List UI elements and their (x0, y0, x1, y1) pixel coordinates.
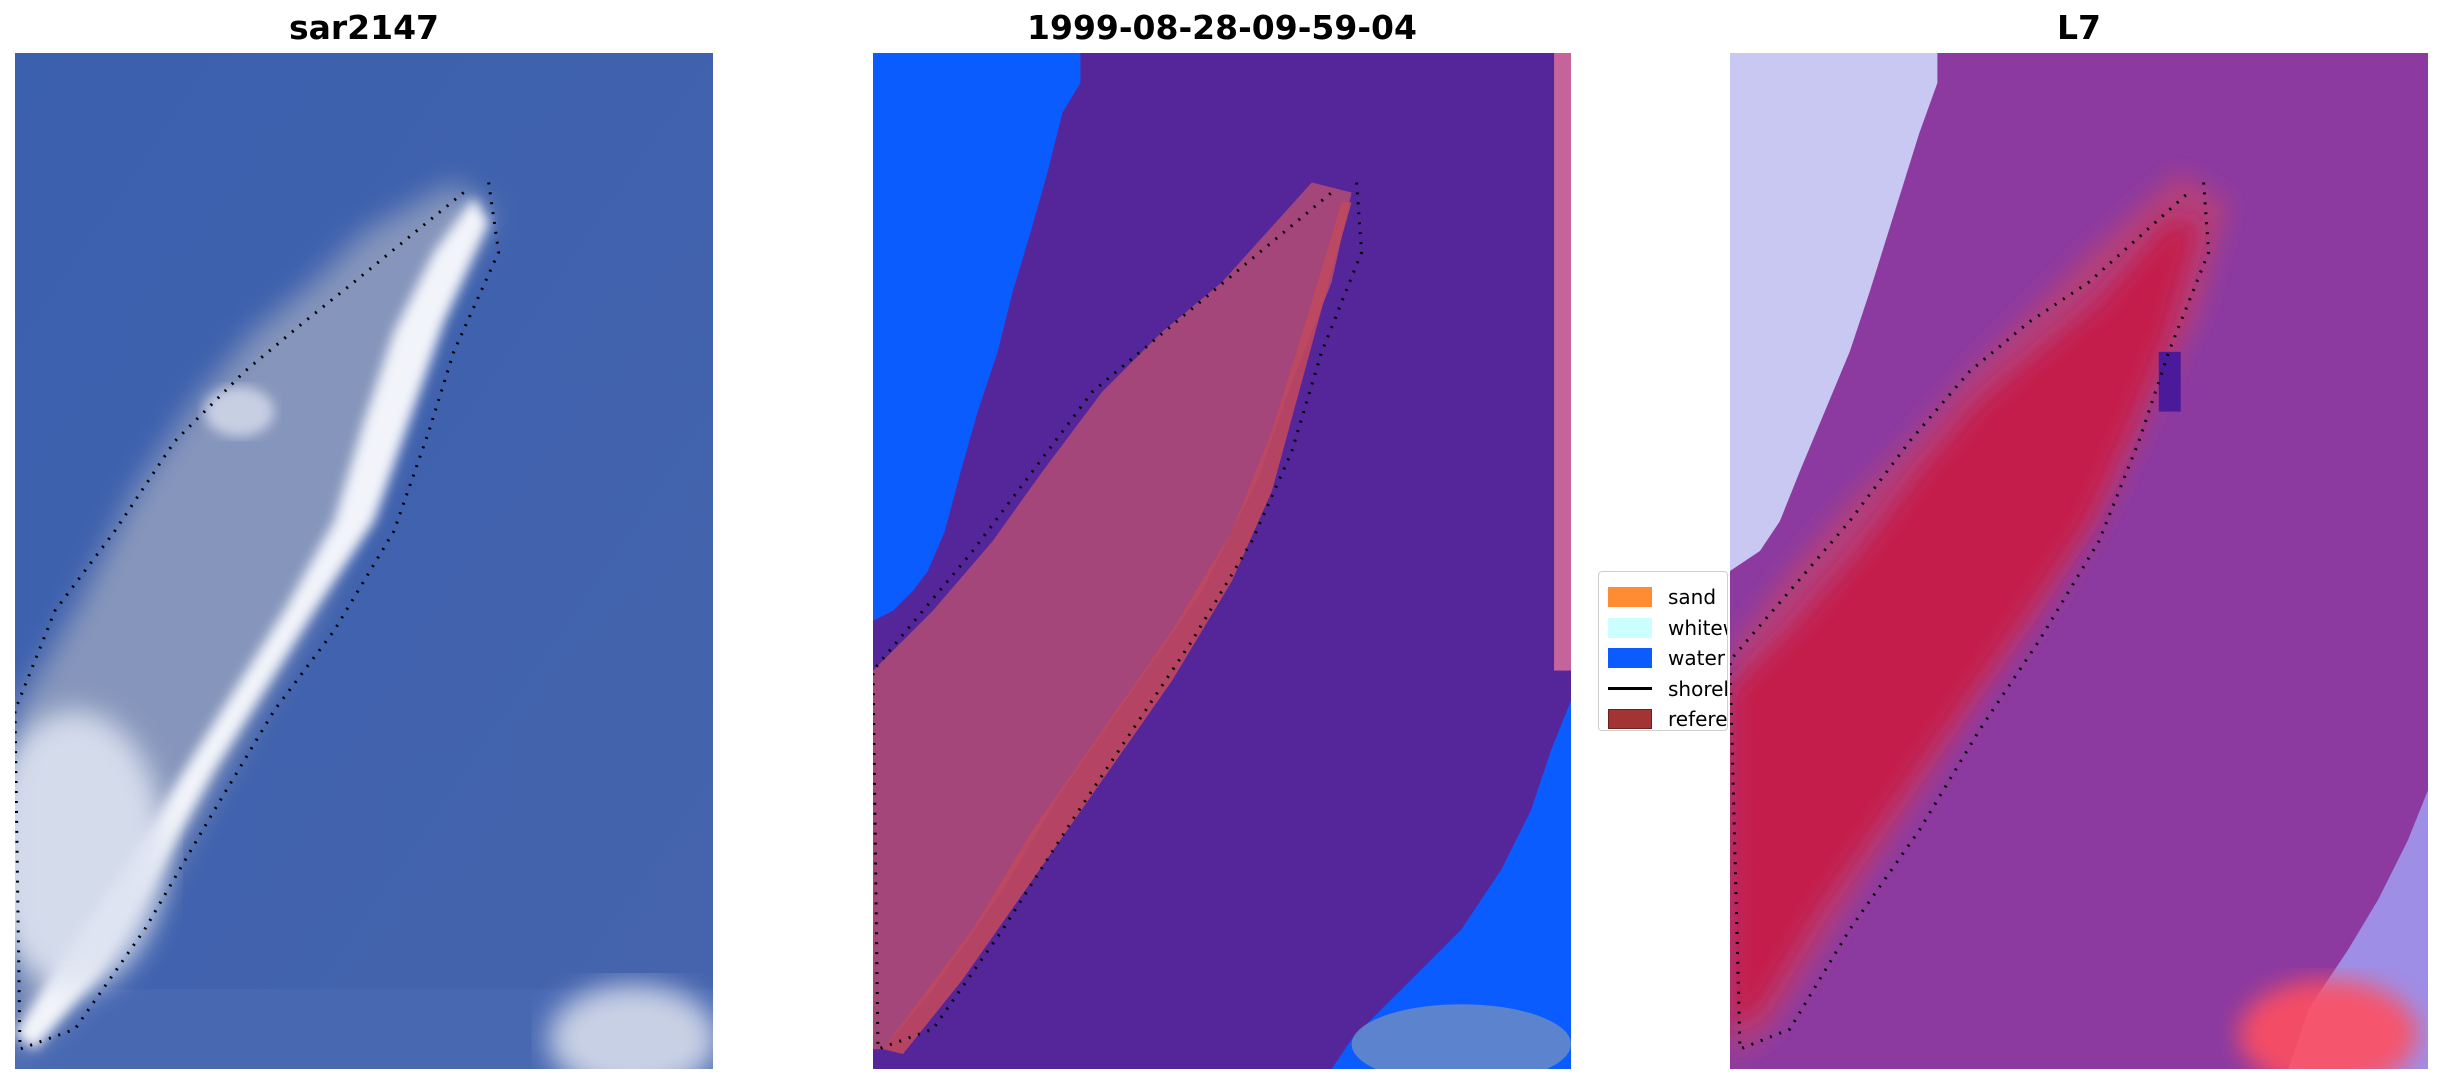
cloud-patch-south (548, 984, 713, 1069)
legend-item-water: water (1608, 643, 1727, 674)
class-sand-spit (873, 182, 1352, 1050)
panel-title-classified: 1999-08-28-09-59-04 (1027, 8, 1417, 47)
sand-blob-north (204, 386, 275, 437)
legend-swatch-sand (1608, 587, 1652, 608)
legend-swatch-reference (1608, 709, 1652, 730)
class-water-southeast (1331, 700, 1571, 1069)
legend-swatch-whitewater (1608, 617, 1652, 638)
class-shoreline (873, 182, 1364, 1052)
legend-label-shoreline: shoreline (1668, 676, 1728, 701)
legend-item-sand: sand (1608, 582, 1727, 613)
rgb-image (15, 53, 713, 1069)
legend-label-reference: reference (1668, 707, 1728, 731)
index-sand-core (1730, 222, 2199, 1030)
class-water-northwest (873, 53, 1081, 621)
index-dark-stripe (2158, 351, 2181, 412)
class-cloud-south (1351, 1004, 1571, 1069)
legend-swatch-water (1608, 648, 1652, 669)
l7-image (1730, 53, 2428, 1069)
legend-item-reference: reference (1608, 704, 1728, 731)
legend-line-shoreline (1608, 687, 1652, 691)
legend-label-sand: sand (1668, 585, 1717, 610)
legend-label-water: water (1668, 646, 1725, 671)
sand-spit-bright (15, 197, 489, 1050)
index-shoreline (1730, 182, 2211, 1052)
panel-title-index: L7 (2057, 8, 2101, 47)
legend-item-shoreline: shoreline (1608, 674, 1727, 705)
index-cloud-northwest (1730, 53, 1938, 571)
classified-image (873, 53, 1571, 1069)
panel-title-rgb: sar2147 (288, 8, 440, 47)
right-edge-strip (1554, 53, 1571, 671)
sand-blob-west (15, 710, 165, 990)
classified-image-panel (873, 53, 1571, 1069)
l7-image-panel (1730, 53, 2428, 1069)
rgb-image-panel (15, 53, 713, 1069)
index-bright-blob-south (2238, 979, 2419, 1069)
